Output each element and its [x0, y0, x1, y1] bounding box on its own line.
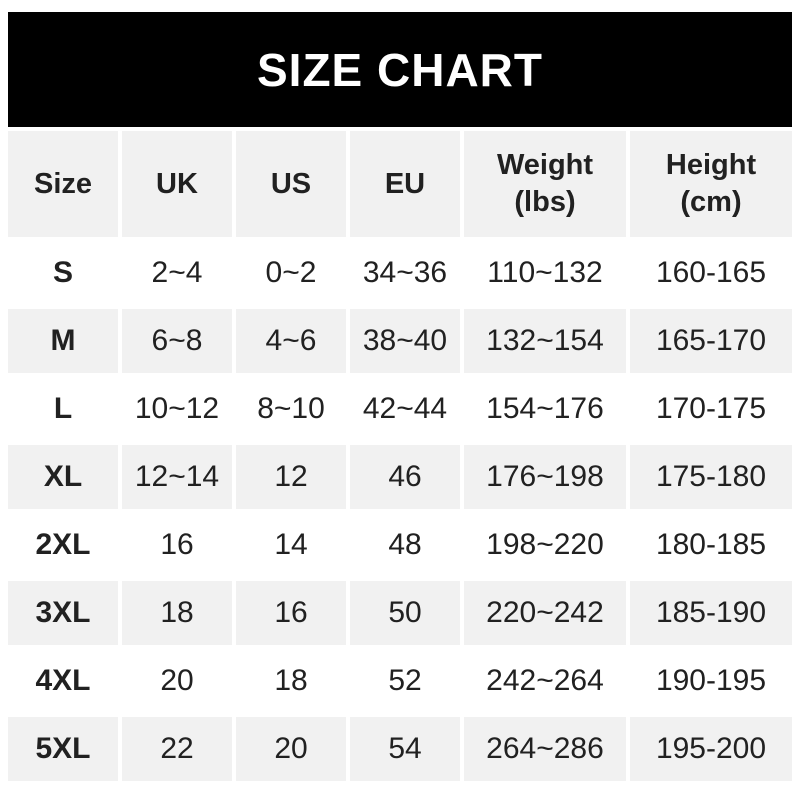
header-row: Size UK US EU Weight (lbs) Height (cm)	[8, 131, 792, 237]
uk-cell: 2~4	[122, 241, 232, 305]
col-header-size: Size	[8, 131, 118, 237]
size-cell: 5XL	[8, 717, 118, 781]
uk-cell: 16	[122, 513, 232, 577]
us-cell: 20	[236, 717, 346, 781]
uk-cell: 6~8	[122, 309, 232, 373]
col-header-eu: EU	[350, 131, 460, 237]
height-cell: 175-180	[630, 445, 792, 509]
size-cell: M	[8, 309, 118, 373]
height-cell: 165-170	[630, 309, 792, 373]
us-cell: 12	[236, 445, 346, 509]
us-cell: 0~2	[236, 241, 346, 305]
weight-cell: 242~264	[464, 649, 626, 713]
table-row-2xl: 2XL 16 14 48 198~220 180-185	[8, 513, 792, 577]
size-cell: 2XL	[8, 513, 118, 577]
uk-cell: 20	[122, 649, 232, 713]
weight-cell: 264~286	[464, 717, 626, 781]
height-cell: 190-195	[630, 649, 792, 713]
size-cell: 4XL	[8, 649, 118, 713]
height-cell: 195-200	[630, 717, 792, 781]
us-cell: 4~6	[236, 309, 346, 373]
eu-cell: 50	[350, 581, 460, 645]
eu-cell: 34~36	[350, 241, 460, 305]
height-cell: 160-165	[630, 241, 792, 305]
us-cell: 8~10	[236, 377, 346, 441]
weight-cell: 176~198	[464, 445, 626, 509]
uk-cell: 18	[122, 581, 232, 645]
size-table: Size UK US EU Weight (lbs) Height (cm) S 2…	[4, 127, 796, 785]
size-cell: 3XL	[8, 581, 118, 645]
eu-cell: 42~44	[350, 377, 460, 441]
us-cell: 18	[236, 649, 346, 713]
table-row-5xl: 5XL 22 20 54 264~286 195-200	[8, 717, 792, 781]
height-cell: 170-175	[630, 377, 792, 441]
size-cell: L	[8, 377, 118, 441]
table-row-3xl: 3XL 18 16 50 220~242 185-190	[8, 581, 792, 645]
eu-cell: 52	[350, 649, 460, 713]
col-header-height: Height (cm)	[630, 131, 792, 237]
uk-cell: 10~12	[122, 377, 232, 441]
weight-cell: 110~132	[464, 241, 626, 305]
height-cell: 180-185	[630, 513, 792, 577]
weight-cell: 198~220	[464, 513, 626, 577]
page-title: SIZE CHART	[257, 43, 543, 96]
size-cell: S	[8, 241, 118, 305]
col-header-weight: Weight (lbs)	[464, 131, 626, 237]
us-cell: 16	[236, 581, 346, 645]
us-cell: 14	[236, 513, 346, 577]
table-row-m: M 6~8 4~6 38~40 132~154 165-170	[8, 309, 792, 373]
weight-cell: 132~154	[464, 309, 626, 373]
table-row-l: L 10~12 8~10 42~44 154~176 170-175	[8, 377, 792, 441]
eu-cell: 38~40	[350, 309, 460, 373]
col-header-uk: UK	[122, 131, 232, 237]
eu-cell: 46	[350, 445, 460, 509]
table-row-xl: XL 12~14 12 46 176~198 175-180	[8, 445, 792, 509]
uk-cell: 22	[122, 717, 232, 781]
size-cell: XL	[8, 445, 118, 509]
uk-cell: 12~14	[122, 445, 232, 509]
eu-cell: 54	[350, 717, 460, 781]
weight-cell: 154~176	[464, 377, 626, 441]
weight-cell: 220~242	[464, 581, 626, 645]
col-header-us: US	[236, 131, 346, 237]
table-row-4xl: 4XL 20 18 52 242~264 190-195	[8, 649, 792, 713]
height-cell: 185-190	[630, 581, 792, 645]
eu-cell: 48	[350, 513, 460, 577]
table-row-s: S 2~4 0~2 34~36 110~132 160-165	[8, 241, 792, 305]
banner: SIZE CHART	[8, 12, 792, 127]
